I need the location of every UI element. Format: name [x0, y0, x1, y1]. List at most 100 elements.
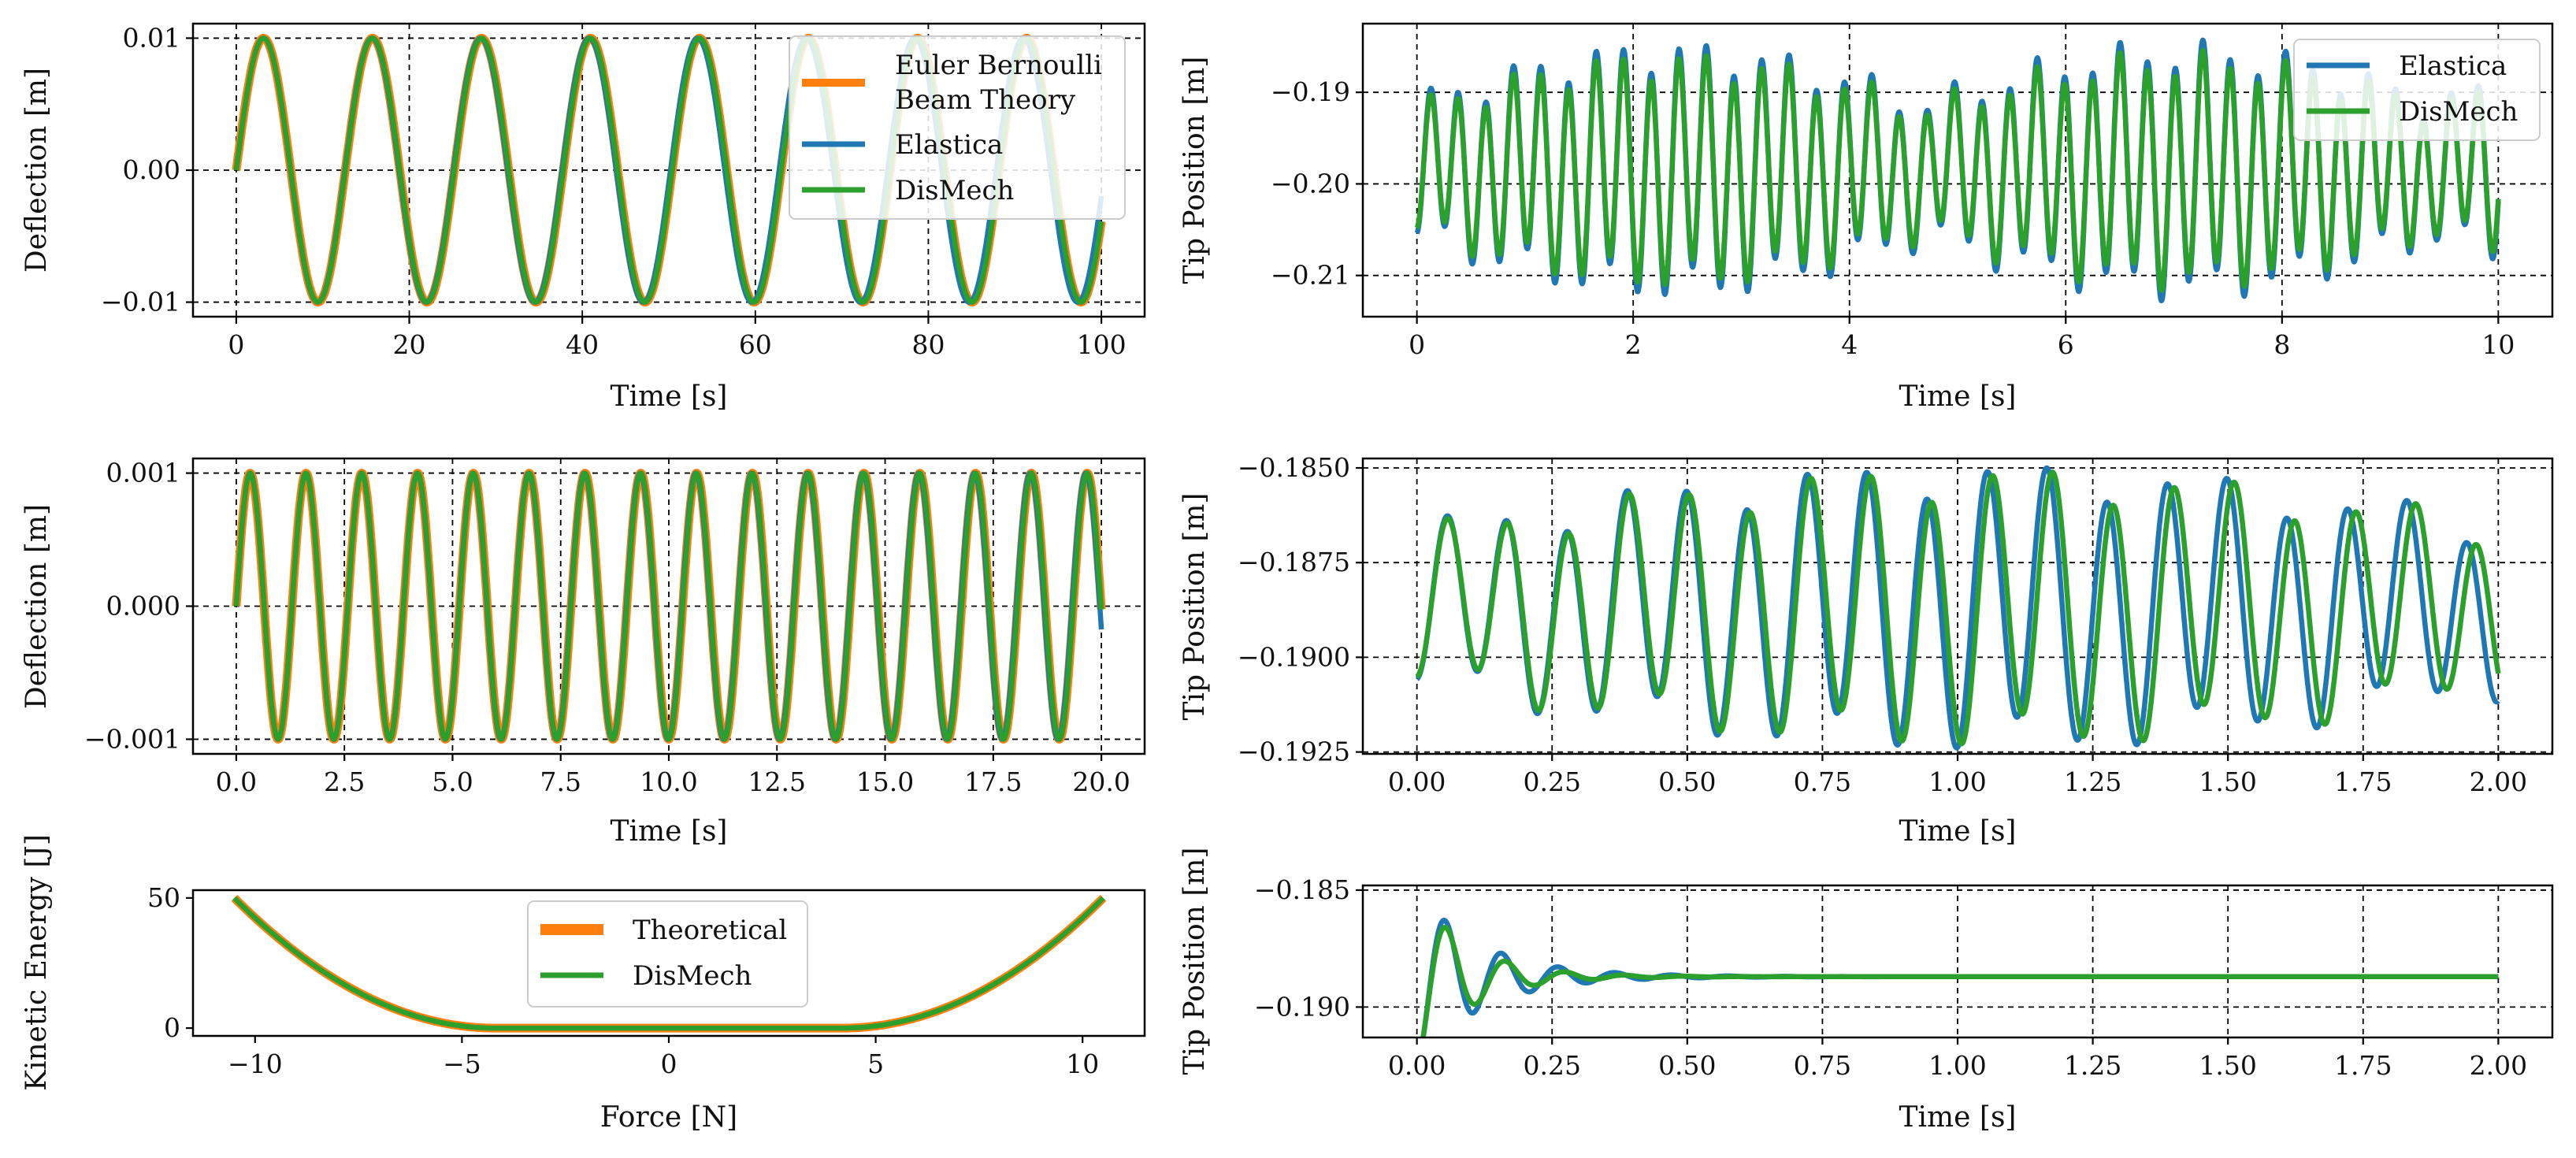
ytick-label-c: −0.001 [84, 723, 180, 754]
xtick-label-d: 0.50 [1658, 766, 1716, 797]
xtick-label-e: 0 [661, 1049, 677, 1079]
xlabel-e: Force [N] [600, 1101, 737, 1134]
legend-a-theory-label-1: Euler Bernoulli [895, 50, 1102, 81]
ylabel-d: Tip Position [m] [1179, 493, 1211, 721]
ticks-c: 0.0 2.5 5.0 7.5 10.0 12.5 15.0 17.5 20.0 −0.001 0.… [84, 458, 1130, 797]
xtick-label-c: 7.5 [540, 766, 581, 797]
xtick-label-f: 1.25 [2064, 1050, 2121, 1081]
series-line-dismech-a [233, 35, 1104, 305]
xtick-label-d: 1.50 [2199, 766, 2256, 797]
xtick-label-b: 8 [2273, 329, 2290, 360]
ytick-label-e: 50 [147, 882, 180, 913]
xtick-label-c: 2.5 [324, 766, 365, 797]
legend-a-theory-label-2: Beam Theory [895, 84, 1076, 116]
xtick-label-f: 1.00 [1928, 1050, 1986, 1081]
xtick-label-d: 1.25 [2064, 766, 2121, 797]
series-line-dismech-f [1420, 924, 2500, 1037]
ticks-b: 0 2 4 6 8 10 −0.21 −0.20 −0.19 [1271, 76, 2515, 360]
xtick-label-b: 2 [1625, 329, 1642, 360]
xtick-label-c: 10.0 [640, 766, 697, 797]
xlabel-b: Time [s] [1899, 380, 2017, 413]
ytick-label-d: −0.1900 [1238, 641, 1350, 672]
grid-f [1363, 885, 2552, 1037]
xtick-label-e: 5 [867, 1049, 884, 1079]
ticks-d: 0.00 0.25 0.50 0.75 1.00 1.25 1.50 1.75 2.00 −0.1… [1238, 452, 2527, 797]
xlabel-c: Time [s] [611, 815, 728, 848]
ytick-label-c: 0.000 [106, 591, 180, 622]
legend-a-elastica-label: Elastica [895, 129, 1003, 161]
xtick-label-e: 10 [1066, 1049, 1099, 1079]
series-e [230, 894, 1108, 1033]
xtick-label-c: 12.5 [748, 766, 806, 797]
xtick-label-e: −10 [228, 1049, 283, 1079]
panel-c: 0.0 2.5 5.0 7.5 10.0 12.5 15.0 17.5 20.0 −0.001 0.… [20, 458, 1146, 848]
xlabel-d: Time [s] [1899, 815, 2017, 848]
xtick-label-a: 60 [739, 329, 772, 360]
xtick-label-c: 5.0 [432, 766, 473, 797]
xtick-label-c: 0.0 [216, 766, 257, 797]
ytick-label-b: −0.20 [1271, 168, 1350, 199]
ylabel-e: Kinetic Energy [J] [20, 834, 53, 1091]
xtick-label-f: 0.50 [1658, 1050, 1716, 1081]
xtick-label-d: 1.75 [2334, 766, 2392, 797]
ytick-label-a: −0.01 [101, 287, 180, 317]
ytick-label-d: −0.1925 [1238, 737, 1350, 767]
legend-a: Euler Bernoulli Beam Theory Elastica Dis… [789, 35, 1126, 220]
series-line-dismech-d [1415, 469, 2501, 747]
xtick-label-d: 1.00 [1928, 766, 1986, 797]
ylabel-a: Deflection [m] [20, 68, 53, 273]
ylabel-b: Tip Position [m] [1179, 57, 1211, 284]
ytick-label-e: 0 [164, 1012, 180, 1043]
panel-e: −10 −5 0 5 10 0 50 Force [N] Kinetic Energy [J… [20, 834, 1146, 1134]
series-d [1415, 465, 2501, 751]
xlabel-f: Time [s] [1899, 1101, 2017, 1134]
ytick-label-a: 0.00 [123, 154, 180, 185]
ylabel-c: Deflection [m] [20, 504, 53, 709]
legend-b-elastica-label: Elastica [2399, 50, 2507, 82]
series-f [1420, 917, 2500, 1037]
series-a [232, 33, 1106, 307]
xtick-label-d: 0.75 [1794, 766, 1851, 797]
ylabel-f: Tip Position [m] [1179, 848, 1211, 1075]
ytick-label-a: 0.01 [123, 22, 180, 53]
xtick-label-b: 4 [1841, 329, 1858, 360]
xtick-label-f: 1.75 [2334, 1050, 2392, 1081]
xtick-label-a: 100 [1077, 329, 1127, 360]
series-c [232, 469, 1106, 744]
xtick-label-e: −5 [443, 1049, 481, 1079]
xtick-label-b: 10 [2481, 329, 2515, 360]
ticks-e: −10 −5 0 5 10 0 50 [147, 882, 1099, 1079]
legend-e-dismech-label: DisMech [633, 960, 752, 992]
xtick-label-f: 0.00 [1388, 1050, 1446, 1081]
panel-a: 0 20 40 60 80 100 −0.01 0.00 0.01 Time [s] Defle… [20, 22, 1146, 413]
legend-b-dismech-label: DisMech [2399, 96, 2518, 128]
xtick-label-d: 0.00 [1388, 766, 1446, 797]
series-line-dismech-e [232, 896, 1106, 1031]
xtick-label-a: 80 [911, 329, 945, 360]
panel-b: 0 2 4 6 8 10 −0.21 −0.20 −0.19 Time [s] Tip Posi… [1179, 22, 2554, 413]
xtick-label-a: 0 [228, 329, 244, 360]
xtick-label-d: 0.25 [1523, 766, 1580, 797]
panel-d: 0.00 0.25 0.50 0.75 1.00 1.25 1.50 1.75 2.00 −0.1… [1179, 452, 2554, 848]
legend-a-box [789, 35, 1126, 220]
xtick-label-b: 6 [2058, 329, 2074, 360]
xtick-label-f: 0.75 [1794, 1050, 1851, 1081]
ytick-label-b: −0.19 [1271, 76, 1350, 107]
xtick-label-a: 40 [566, 329, 599, 360]
xtick-label-f: 0.25 [1523, 1050, 1580, 1081]
legend-e-theory-label: Theoretical [633, 915, 787, 946]
ytick-label-d: −0.1875 [1238, 547, 1350, 577]
ytick-label-d: −0.1850 [1238, 452, 1350, 483]
xtick-label-b: 0 [1409, 329, 1425, 360]
ytick-label-b: −0.21 [1271, 260, 1350, 291]
panel-f: 0.00 0.25 0.50 0.75 1.00 1.25 1.50 1.75 2.00 −0.1… [1179, 848, 2554, 1134]
xtick-label-d: 2.00 [2470, 766, 2527, 797]
ytick-label-f: −0.185 [1254, 874, 1350, 905]
ytick-label-c: 0.001 [106, 458, 180, 488]
series-line-elastica-d [1415, 465, 2500, 751]
xtick-label-a: 20 [393, 329, 426, 360]
xtick-label-c: 17.5 [964, 766, 1022, 797]
legend-e: Theoretical DisMech [527, 900, 808, 1008]
series-line-dismech-c [233, 470, 1104, 742]
